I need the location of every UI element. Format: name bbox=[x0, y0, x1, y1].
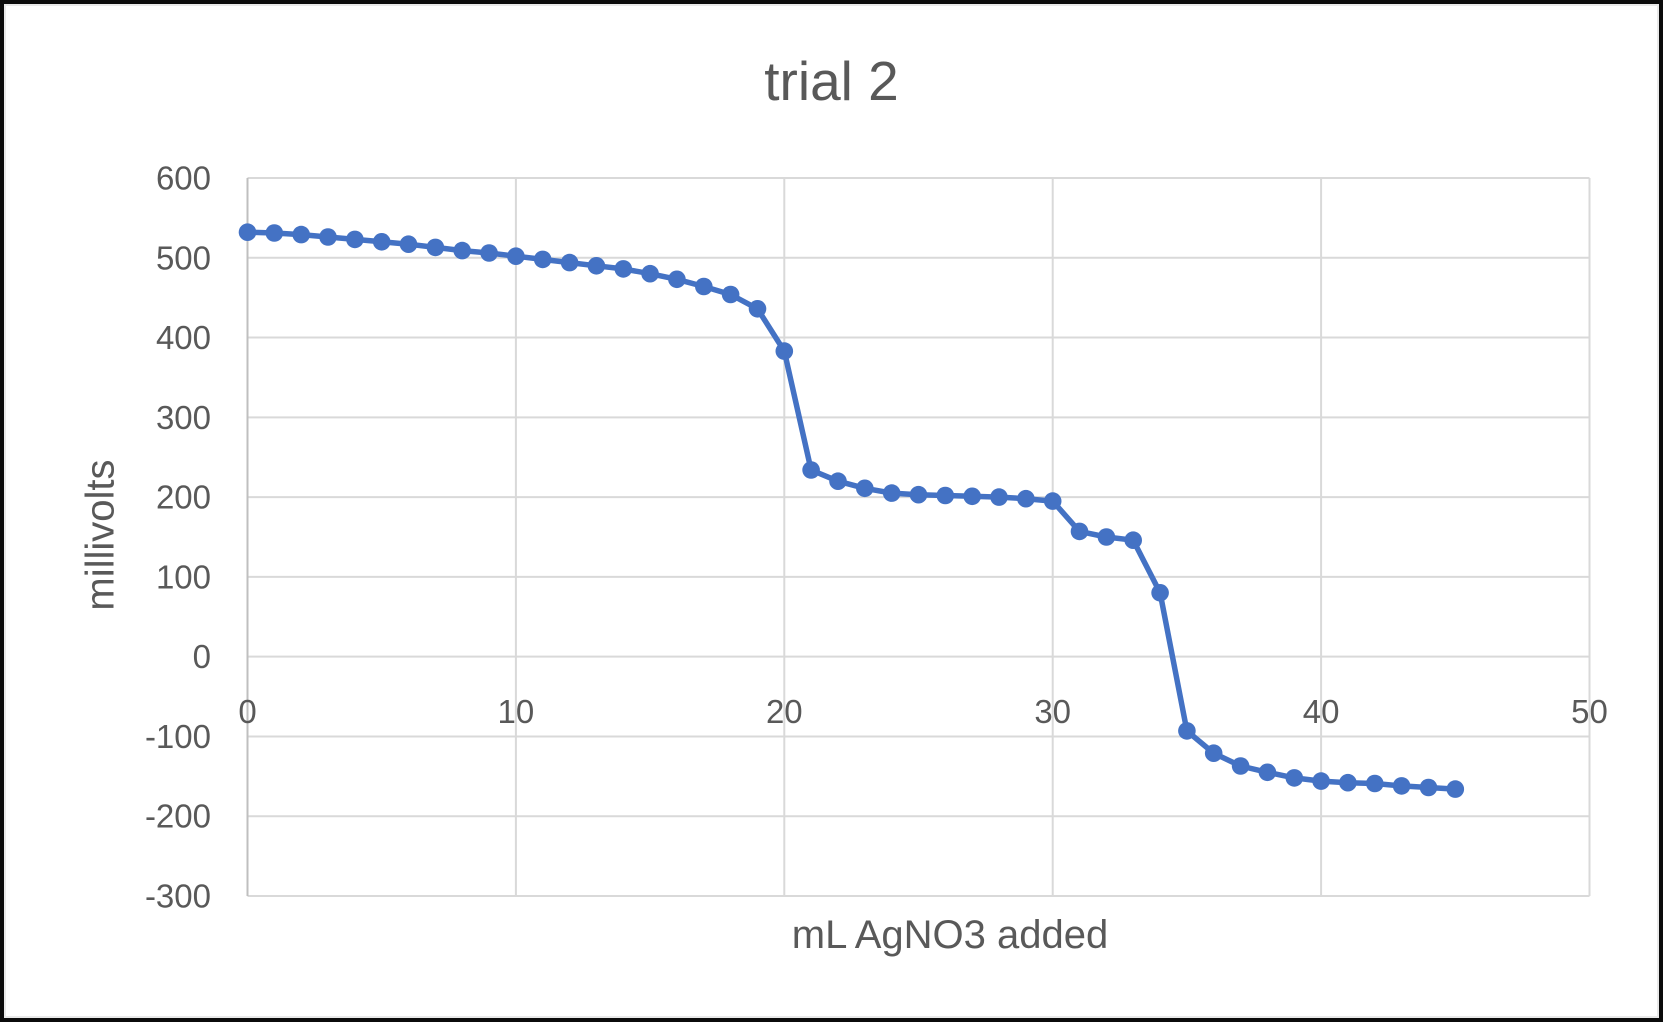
y-tick-label: -100 bbox=[145, 718, 211, 755]
data-point-marker bbox=[1285, 769, 1304, 787]
data-point-marker bbox=[453, 241, 472, 260]
data-point-marker bbox=[560, 253, 579, 272]
data-point-marker bbox=[1043, 492, 1062, 510]
data-point-marker bbox=[1446, 780, 1465, 798]
y-tick-label: 400 bbox=[156, 319, 211, 356]
y-tick-label: 200 bbox=[156, 479, 211, 516]
data-point-marker bbox=[426, 238, 445, 257]
data-point-marker bbox=[1204, 744, 1223, 762]
x-tick-label: 50 bbox=[1571, 693, 1608, 730]
data-point-marker bbox=[346, 230, 364, 249]
data-point-marker bbox=[372, 233, 391, 251]
data-point-marker bbox=[238, 223, 257, 241]
data-point-marker bbox=[399, 235, 418, 253]
data-point-marker bbox=[480, 244, 498, 262]
x-axis-title: mL AgNO3 added bbox=[791, 913, 1109, 957]
data-point-marker bbox=[1339, 773, 1357, 792]
data-point-marker bbox=[292, 225, 311, 244]
x-tick-label: 0 bbox=[238, 693, 256, 730]
y-axis-title: millivolts bbox=[78, 459, 123, 611]
y-tick-label: 500 bbox=[156, 239, 211, 276]
data-point-marker bbox=[668, 270, 686, 289]
data-point-marker bbox=[1419, 778, 1438, 797]
x-tick-label: 40 bbox=[1303, 693, 1340, 730]
data-point-marker bbox=[1070, 522, 1089, 541]
x-tick-label: 10 bbox=[498, 693, 535, 730]
data-point-marker bbox=[856, 479, 874, 498]
data-point-marker bbox=[748, 300, 767, 318]
data-point-marker bbox=[265, 224, 284, 242]
data-point-marker bbox=[909, 485, 928, 504]
y-tick-label: 0 bbox=[193, 638, 211, 675]
plot-area: 600 500 400 300 200 100 0 -100 -200 -300 0 10 20 30 40… bbox=[145, 160, 1608, 915]
data-point-marker bbox=[1392, 777, 1411, 795]
series-line bbox=[244, 229, 1459, 792]
data-point-marker bbox=[1312, 772, 1330, 790]
data-point-marker bbox=[1151, 584, 1169, 602]
data-point-marker bbox=[1124, 531, 1142, 549]
data-point-marker bbox=[614, 260, 633, 278]
y-tick-label: 300 bbox=[156, 399, 211, 436]
data-point-marker bbox=[1097, 528, 1116, 546]
data-point-marker bbox=[802, 461, 820, 479]
data-point-marker bbox=[319, 228, 337, 246]
data-point-marker bbox=[641, 264, 659, 283]
data-point-marker bbox=[507, 247, 525, 265]
data-point-marker bbox=[1258, 763, 1277, 782]
data-point-marker bbox=[936, 486, 955, 505]
data-point-marker bbox=[963, 487, 981, 506]
data-point-marker bbox=[533, 250, 552, 269]
data-point-marker bbox=[829, 472, 847, 491]
data-point-marker bbox=[1178, 722, 1196, 740]
y-tick-label: -300 bbox=[145, 878, 211, 915]
data-point-marker bbox=[1231, 757, 1250, 775]
y-tick-label: 100 bbox=[156, 558, 211, 595]
x-tick-label: 20 bbox=[766, 693, 803, 730]
y-tick-label: -200 bbox=[145, 798, 211, 835]
data-point-marker bbox=[587, 257, 606, 275]
data-point-marker bbox=[775, 342, 794, 360]
data-point-marker bbox=[695, 277, 713, 296]
data-point-marker bbox=[990, 488, 1008, 506]
x-tick-label: 30 bbox=[1034, 693, 1071, 730]
data-point-marker bbox=[721, 285, 740, 304]
data-point-marker bbox=[1366, 774, 1384, 793]
data-point-marker bbox=[1017, 489, 1035, 508]
data-point-marker bbox=[882, 484, 901, 502]
y-tick-label: 600 bbox=[156, 160, 211, 197]
chart-title: trial 2 bbox=[764, 50, 899, 112]
